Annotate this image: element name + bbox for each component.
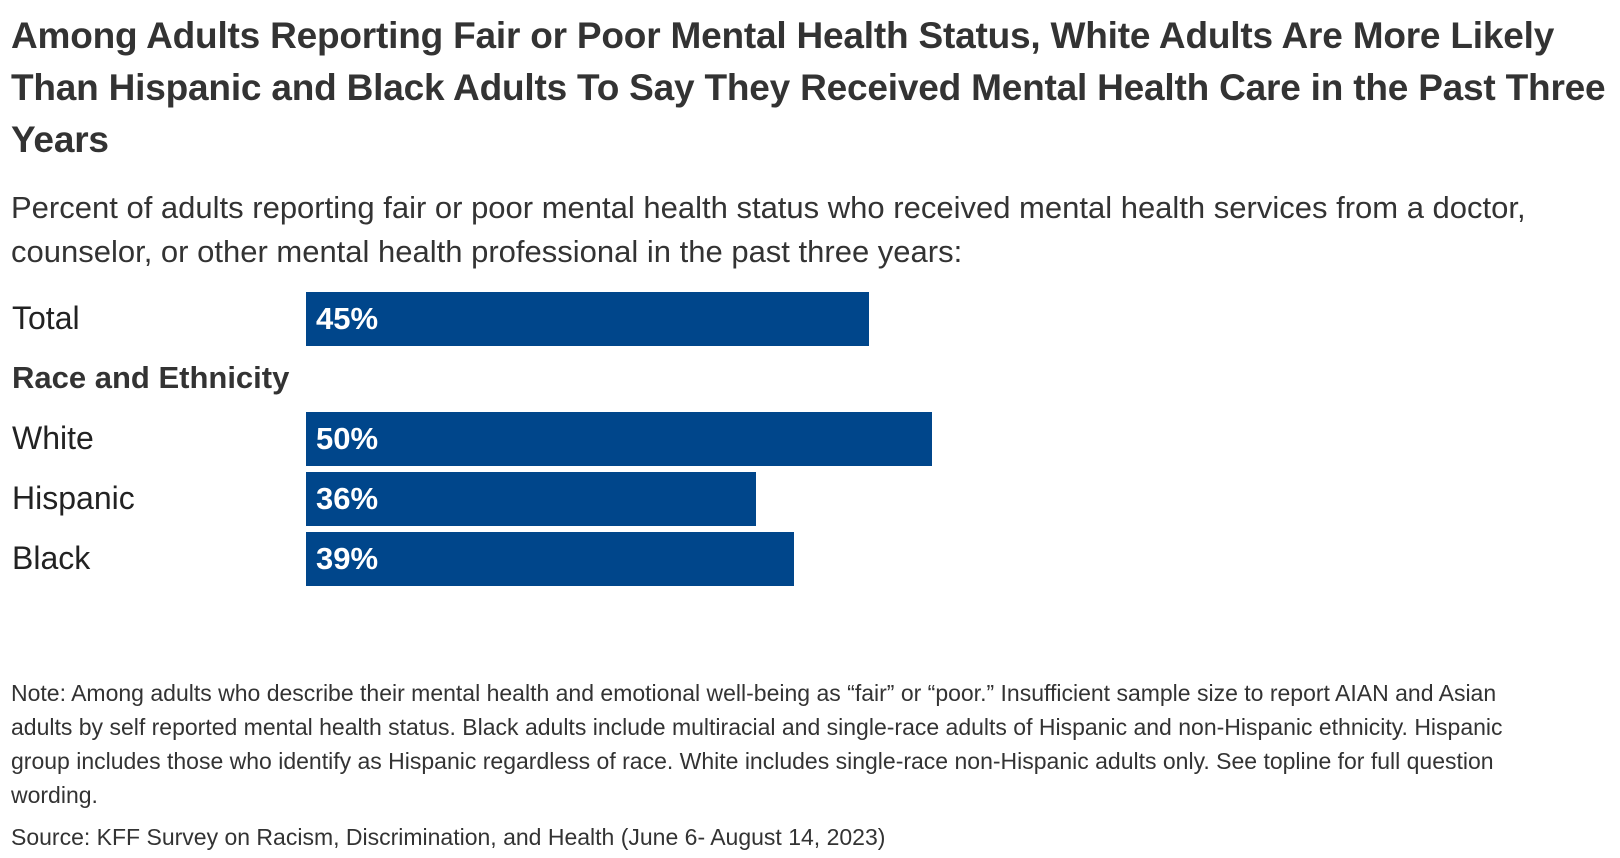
- bar-value-label-hispanic: 36%: [316, 481, 379, 516]
- bar-row-white: White 50%: [0, 410, 1620, 466]
- chart-source: Source: KFF Survey on Racism, Discrimina…: [11, 824, 886, 850]
- bar-row-total: Total 45%: [0, 290, 1620, 346]
- category-label-hispanic: Hispanic: [12, 480, 135, 516]
- chart-note: Note: Among adults who describe their me…: [11, 680, 1503, 808]
- chart-title: Among Adults Reporting Fair or Poor Ment…: [11, 15, 1606, 160]
- bar-hispanic: 36%: [306, 472, 757, 526]
- bar-value-label-black: 39%: [316, 541, 379, 576]
- category-label-total: Total: [12, 300, 80, 336]
- bar-total: 45%: [306, 292, 869, 346]
- bar-value-label-white: 50%: [316, 421, 379, 456]
- category-label-white: White: [12, 420, 94, 456]
- bar-row-black: Black 39%: [0, 530, 1620, 586]
- chart-subtitle: Percent of adults reporting fair or poor…: [11, 190, 1526, 269]
- bar-chart: Race and Ethnicity Total 45% White 50% Hispan…: [0, 290, 1620, 610]
- bar-black: 39%: [306, 532, 794, 586]
- bar-white: 50%: [306, 412, 932, 466]
- category-label-black: Black: [12, 540, 91, 576]
- bar-value-label-total: 45%: [316, 301, 379, 336]
- group-label-race-ethnicity: Race and Ethnicity: [12, 360, 290, 395]
- bar-row-hispanic: Hispanic 36%: [0, 470, 1620, 526]
